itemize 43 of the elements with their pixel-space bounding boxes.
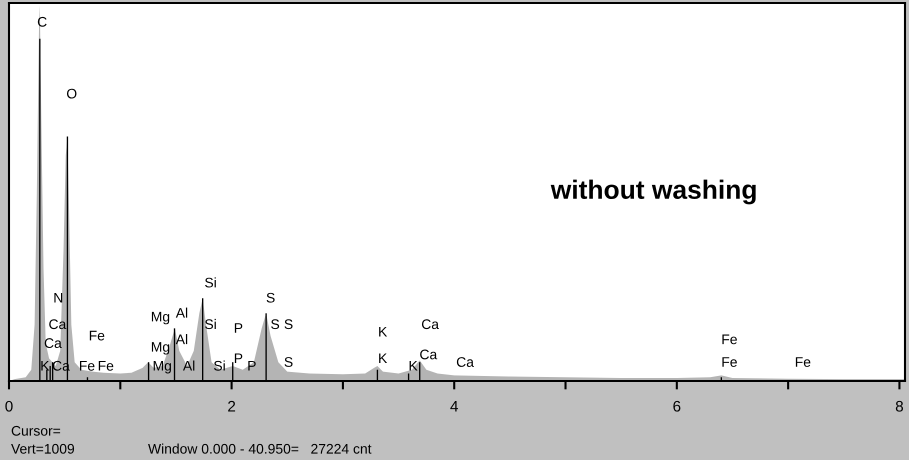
annotation: Fe <box>722 357 737 367</box>
x-tick-label: 6 <box>673 400 680 412</box>
annotation: K <box>379 326 388 337</box>
annotation: Al <box>176 308 188 318</box>
annotation: Al <box>182 360 194 371</box>
x-tick-label: 0 <box>5 400 13 412</box>
annotation: N <box>54 292 62 303</box>
annotation: Ca <box>422 319 439 330</box>
annotation: Fe <box>722 334 737 344</box>
x-tick-label: 8 <box>896 400 904 412</box>
annotation: Mg <box>152 342 170 355</box>
annotation: Ca <box>44 338 62 348</box>
annotation: K <box>410 361 418 371</box>
annotation: Fe <box>90 330 104 340</box>
annotation: without washing <box>550 180 756 204</box>
annotation: Ca <box>456 357 474 367</box>
annotation: Fe <box>98 361 114 371</box>
annotation: Fe <box>796 357 810 367</box>
annotation: P <box>234 323 242 333</box>
annotation: P <box>248 361 256 371</box>
annotation: S <box>266 292 275 303</box>
x-tick-label: 2 <box>228 400 236 412</box>
annotation: S <box>284 319 293 330</box>
annotation: Mg <box>152 312 170 324</box>
annotation: P <box>234 353 242 363</box>
annotation: Si <box>214 360 225 371</box>
x-tick-label: 4 <box>450 401 458 412</box>
annotation: K <box>379 353 388 363</box>
annotation: Si <box>205 277 216 288</box>
annotation: K <box>41 361 50 371</box>
annotation: Ca <box>49 319 66 330</box>
annotation: C <box>38 16 47 27</box>
annotation: Si <box>205 318 216 330</box>
text: Cursor= <box>12 426 60 436</box>
annotation: S <box>271 319 280 330</box>
text: Vert=1009 <box>11 444 74 454</box>
annotation: S <box>284 357 293 367</box>
text: Window 0.000 - 40.950= 27224 cnt <box>148 444 372 454</box>
annotation: Al <box>176 334 188 344</box>
annotation: Mg <box>154 361 171 374</box>
annotation: O <box>66 88 76 99</box>
annotation: Ca <box>420 350 438 360</box>
annotation: Fe <box>80 361 94 371</box>
